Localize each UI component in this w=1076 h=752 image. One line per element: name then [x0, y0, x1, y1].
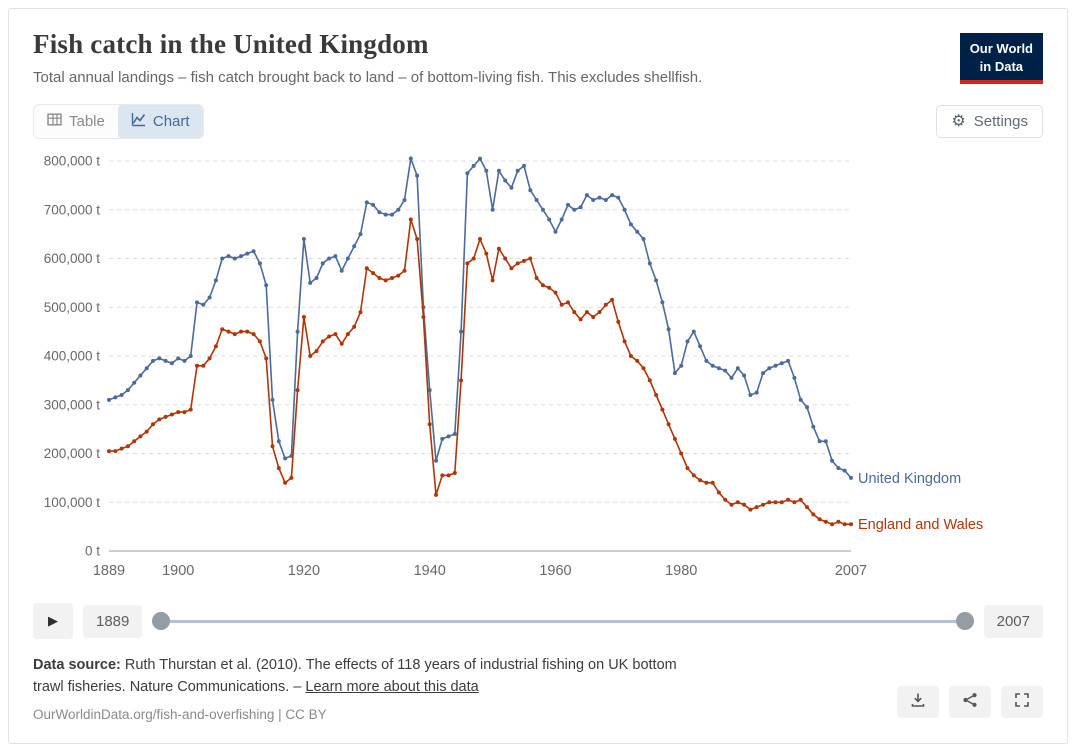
x-tick-label: 1940: [414, 563, 446, 579]
y-tick-label: 300,000 t: [44, 397, 101, 412]
timeline-end-year[interactable]: 2007: [983, 604, 1043, 638]
footer-actions: [897, 685, 1043, 722]
y-tick-label: 700,000 t: [44, 202, 101, 217]
chart-card: Fish catch in the United Kingdom Total a…: [8, 8, 1068, 744]
page-title: Fish catch in the United Kingdom: [33, 29, 429, 59]
slider-handle-end[interactable]: [955, 612, 974, 630]
settings-button[interactable]: ⚙ Settings: [936, 105, 1043, 138]
owid-logo[interactable]: Our World in Data: [959, 33, 1043, 85]
tab-chart-label: Chart: [152, 113, 190, 130]
footer-text: Data source: Ruth Thurstan et al. (2010)…: [33, 655, 693, 722]
x-tick-label: 1920: [288, 563, 320, 579]
timeline-slider[interactable]: [152, 603, 974, 639]
chart-canvas[interactable]: 0 t 100,000 t 200,000 t 300,000 t 400,000 t 5…: [33, 147, 1043, 593]
slider-track[interactable]: [152, 619, 974, 623]
tab-chart[interactable]: Chart: [117, 105, 203, 138]
owid-logo-line1: Our World: [969, 41, 1033, 56]
header-text: Fish catch in the United Kingdom Total a…: [33, 29, 702, 86]
play-button[interactable]: ▶: [33, 603, 73, 639]
series-line[interactable]: [107, 155, 853, 480]
download-button[interactable]: [897, 685, 939, 718]
series-line[interactable]: [107, 217, 853, 527]
chart-subtitle: Total annual landings – fish catch broug…: [33, 69, 703, 86]
fullscreen-button[interactable]: [1001, 685, 1043, 718]
gear-icon: ⚙: [951, 112, 966, 130]
y-tick-label: 600,000 t: [44, 251, 101, 266]
slider-handle-start[interactable]: [152, 612, 171, 630]
header: Fish catch in the United Kingdom Total a…: [33, 9, 1043, 86]
share-button[interactable]: [949, 685, 991, 718]
y-tick-label: 200,000 t: [44, 446, 101, 461]
line-chart-icon: [131, 112, 146, 131]
tab-table[interactable]: Table: [34, 105, 118, 138]
view-toggle: Table Chart: [33, 104, 204, 139]
y-tick-label: 100,000 t: [44, 495, 101, 510]
x-tick-label: 1980: [665, 563, 697, 579]
footer: Data source: Ruth Thurstan et al. (2010)…: [33, 655, 1043, 722]
owid-logo-line2: in Data: [979, 58, 1024, 74]
y-tick-label: 500,000 t: [44, 300, 101, 315]
fullscreen-icon: [1014, 692, 1030, 711]
timeline: ▶ 1889 2007: [33, 603, 1043, 639]
settings-label: Settings: [973, 113, 1028, 130]
y-tick-label: 0 t: [85, 544, 100, 559]
table-icon: [47, 112, 62, 131]
data-source-prefix: Data source:: [33, 657, 121, 673]
tab-table-label: Table: [69, 113, 105, 130]
x-tick-label: 1900: [162, 563, 194, 579]
data-source-line: Data source: Ruth Thurstan et al. (2010)…: [33, 655, 693, 699]
play-icon: ▶: [48, 613, 58, 628]
download-icon: [910, 692, 926, 711]
timeline-start-year[interactable]: 1889: [83, 604, 143, 638]
learn-more-link[interactable]: Learn more about this data: [305, 678, 479, 695]
series-end-label[interactable]: England and Wales: [858, 517, 983, 533]
data-source-text: Ruth Thurstan et al. (2010). The effects…: [33, 657, 677, 695]
x-tick-label: 1889: [93, 563, 125, 579]
y-tick-label: 800,000 t: [44, 154, 101, 169]
x-tick-label: 2007: [835, 563, 867, 579]
x-tick-label: 1960: [539, 563, 571, 579]
share-icon: [962, 692, 978, 711]
series-end-label[interactable]: United Kingdom: [858, 471, 961, 487]
controls-row: Table Chart ⚙ Settings: [33, 104, 1043, 139]
citation-line: OurWorldinData.org/fish-and-overfishing …: [33, 706, 327, 722]
y-tick-label: 400,000 t: [44, 349, 101, 364]
